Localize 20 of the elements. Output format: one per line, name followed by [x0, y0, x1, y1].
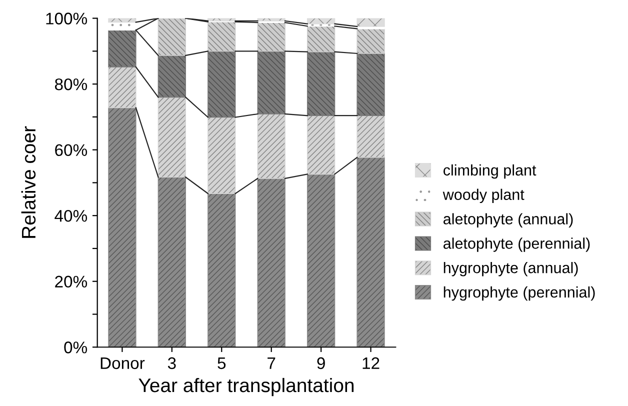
x-axis-title: Year after transplantation	[138, 378, 354, 396]
legend-label: aletophyte (perennial)	[444, 238, 590, 252]
y-tick-label: 80%	[54, 78, 88, 90]
x-tick-label: 3	[168, 357, 176, 370]
y-axis-title: Relative coer	[21, 126, 36, 238]
y-tick-label: 0%	[64, 342, 88, 354]
legend-label: aletophyte (annual)	[444, 213, 573, 228]
y-tick-label: 20%	[55, 276, 88, 288]
x-tick-label: Donor	[100, 357, 145, 370]
y-tick-label: 100%	[46, 12, 88, 24]
legend-label: hygrophyte (annual)	[444, 262, 578, 276]
y-tick-label: 60%	[55, 144, 88, 156]
legend-label: hygrophyte (perennial)	[444, 286, 595, 301]
y-tick-label: 40%	[54, 210, 88, 222]
x-tick-label: 5	[218, 357, 226, 370]
x-tick-label: 7	[268, 357, 276, 369]
legend-label: woody plant	[442, 188, 524, 204]
x-tick-label: 12	[362, 357, 380, 369]
x-tick-label: 9	[317, 357, 325, 370]
legend-label: climbing plant	[444, 164, 536, 179]
